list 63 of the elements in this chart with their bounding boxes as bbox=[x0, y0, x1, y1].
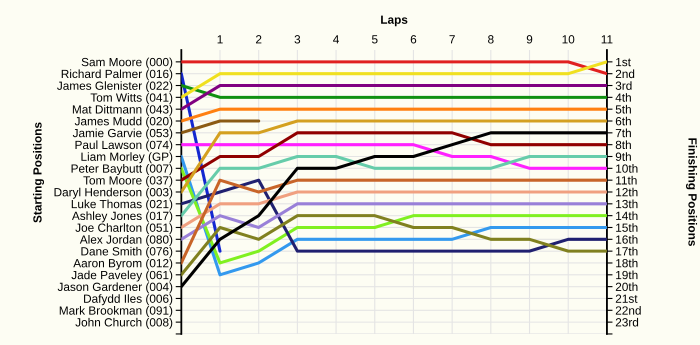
category-label: Ashley Jones (017) bbox=[72, 211, 172, 222]
y2-tick-label: 3rd bbox=[616, 81, 632, 90]
x-tick-label: 7 bbox=[449, 35, 455, 44]
x-tick-label: 1 bbox=[218, 35, 223, 44]
y2-tick-label: 4th bbox=[616, 93, 631, 102]
y2-tick-label: 10th bbox=[616, 164, 638, 173]
category-label: Paul Lawson (074) bbox=[76, 140, 172, 152]
category-label: James Mudd (020) bbox=[74, 116, 172, 128]
y2-tick-label: 9th bbox=[616, 152, 631, 161]
y2-tick-label: 8th bbox=[616, 140, 631, 150]
category-label: Sam Moore (000) bbox=[82, 58, 172, 69]
y2-tick-label: 14th bbox=[616, 211, 638, 220]
category-label: Dane Smith (076) bbox=[81, 246, 172, 258]
category-label: Daryl Henderson (003) bbox=[54, 188, 172, 199]
y2-tick-label: 21st bbox=[616, 294, 638, 303]
category-label: Dafydd Iles (006) bbox=[84, 294, 172, 306]
y2-tick-label: 11th bbox=[616, 176, 637, 185]
category-label: Jamie Garvie (053) bbox=[72, 128, 172, 140]
category-label: Alex Jordan (080) bbox=[80, 235, 172, 246]
category-label: Mark Brookman (091) bbox=[60, 306, 172, 318]
category-label: Mat Dittmann (043) bbox=[72, 104, 172, 116]
line-series bbox=[181, 131, 607, 182]
y2-tick-label: 17th bbox=[616, 246, 638, 256]
x-tick-label: 10 bbox=[562, 35, 574, 44]
x-tick-label: 4 bbox=[333, 35, 339, 44]
y2-tick-label: 18th bbox=[616, 258, 638, 268]
category-label: James Glenister (022) bbox=[57, 81, 172, 92]
category-label: Jason Gardener (004) bbox=[58, 282, 172, 294]
category-label: John Church (008) bbox=[75, 318, 172, 329]
category-label: Joe Charlton (051) bbox=[75, 223, 172, 234]
x-tick-label: 5 bbox=[372, 35, 378, 44]
y2-tick-label: 2nd bbox=[616, 69, 634, 78]
line-series bbox=[181, 214, 607, 276]
x-tick-label: 2 bbox=[256, 35, 262, 44]
category-label: Aaron Byrom (012) bbox=[73, 258, 172, 270]
x-tick-label: 3 bbox=[294, 35, 300, 44]
category-label: Jade Paveley (061) bbox=[71, 270, 172, 282]
y2-tick-label: 19th bbox=[616, 270, 638, 280]
category-label: Tom Witts (041) bbox=[90, 93, 172, 104]
x-tick-label: 8 bbox=[488, 35, 494, 44]
y2-tick-label: 20th bbox=[616, 282, 638, 292]
y2-tick-label: 5th bbox=[616, 104, 631, 114]
y2-tick-label: 1st bbox=[616, 58, 631, 66]
x-tick-label: 11 bbox=[602, 35, 612, 44]
y2-tick-label: 22nd bbox=[616, 306, 641, 315]
y2-tick-label: 6th bbox=[616, 116, 631, 126]
category-label: Liam Morley (GP) bbox=[81, 152, 172, 164]
category-label: Richard Palmer (016) bbox=[62, 69, 172, 80]
x-axis-title: Laps bbox=[381, 16, 408, 26]
x-tick-label: 9 bbox=[526, 35, 532, 44]
y2-axis-title: Finishing Positions bbox=[686, 138, 698, 246]
line-series bbox=[181, 202, 607, 241]
y2-tick-label: 23rd bbox=[616, 318, 638, 327]
y2-tick-label: 13th bbox=[616, 200, 638, 208]
y2-tick-label: 7th bbox=[616, 128, 631, 138]
y2-tick-label: 15th bbox=[616, 223, 638, 232]
y2-tick-label: 12th bbox=[616, 188, 638, 196]
text: Starting Positions bbox=[32, 122, 44, 223]
category-label: Tom Moore (037) bbox=[83, 176, 172, 187]
category-label: Luke Thomas (021) bbox=[72, 200, 172, 211]
y2-tick-label: 16th bbox=[616, 235, 638, 244]
category-label: Peter Baybutt (007) bbox=[72, 164, 172, 176]
x-tick-label: 6 bbox=[410, 35, 416, 44]
